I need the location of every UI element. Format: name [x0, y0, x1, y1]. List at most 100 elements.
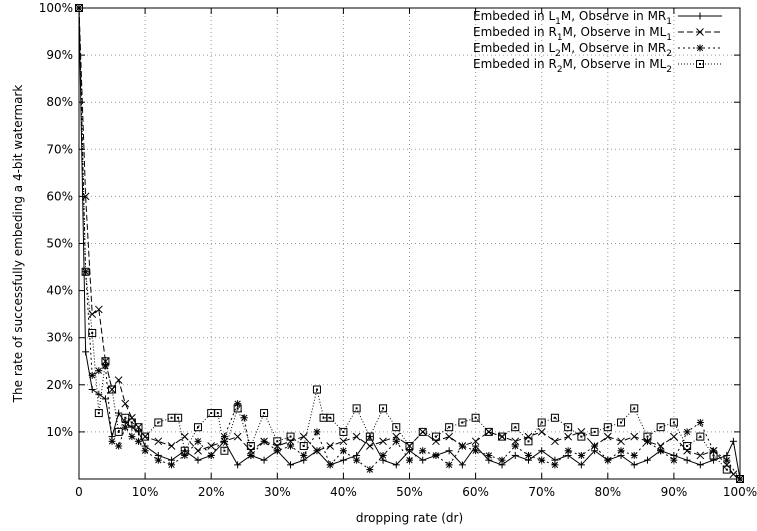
series-3 [75, 4, 744, 483]
y-tick-label: 40% [46, 284, 73, 298]
data-point [564, 432, 572, 441]
series-4 [75, 4, 744, 483]
legend-subscript: 1 [557, 33, 563, 43]
data-point [94, 305, 103, 314]
data-point [121, 423, 129, 431]
data-point [326, 413, 335, 422]
data-point [458, 442, 466, 450]
legend-text-part: M, Observe in ML [563, 25, 667, 39]
data-point [339, 437, 348, 446]
data-point [683, 428, 691, 436]
data-point [630, 451, 638, 459]
data-point [287, 461, 295, 469]
data-point [260, 456, 268, 464]
legend-subscript: 2 [557, 65, 563, 75]
data-point [194, 437, 202, 445]
data-point [134, 423, 143, 432]
data-point [458, 461, 466, 469]
data-point [233, 432, 242, 441]
data-point [511, 442, 519, 450]
data-point [246, 442, 255, 451]
legend-subscript: 1 [666, 17, 672, 27]
data-point [168, 461, 176, 469]
legend-marker [696, 28, 704, 36]
data-point [312, 385, 321, 394]
data-point [101, 362, 109, 370]
data-point [551, 437, 559, 446]
x-tick-label: 20% [198, 485, 225, 499]
data-point [134, 437, 142, 445]
data-point [352, 404, 361, 413]
data-point [339, 427, 348, 436]
data-point [564, 423, 573, 432]
data-point [471, 437, 480, 446]
data-point [484, 427, 493, 436]
data-point [220, 446, 229, 455]
data-point [379, 451, 387, 459]
data-point [81, 267, 90, 276]
data-point [604, 456, 612, 464]
data-point [710, 456, 718, 464]
data-point [498, 432, 507, 441]
data-point [431, 432, 440, 441]
data-point [154, 437, 163, 446]
data-point [617, 418, 626, 427]
data-point [115, 409, 123, 417]
data-point [154, 418, 163, 427]
x-axis-label: dropping rate (dr) [356, 511, 463, 525]
x-tick-label: 30% [264, 485, 291, 499]
data-point [511, 451, 519, 459]
tick-labels: 0 10% 20% 30% 40% 50% 60% 70% 80% 90% 100% 10% 20% 30… [39, 1, 757, 499]
y-tick-label: 20% [46, 378, 73, 392]
data-point [551, 461, 559, 469]
data-point [445, 447, 453, 455]
legend-text-part: Embeded in L [473, 9, 555, 23]
data-point [326, 461, 334, 469]
data-point [365, 442, 374, 450]
data-point [260, 409, 269, 418]
data-point [299, 442, 308, 451]
data-point [207, 451, 215, 459]
y-tick-label: 90% [46, 48, 73, 62]
data-point [353, 456, 361, 464]
data-point [286, 432, 295, 441]
data-point [115, 442, 123, 450]
data-point [379, 404, 388, 413]
data-point [82, 348, 90, 356]
data-point [88, 328, 97, 337]
x-tick-label: 90% [661, 485, 688, 499]
data-point [121, 413, 130, 422]
y-tick-label: 50% [46, 237, 73, 251]
legend-swatch [678, 12, 722, 20]
data-point [603, 423, 612, 432]
data-point [207, 442, 216, 450]
y-tick-label: 60% [46, 189, 73, 203]
data-point [603, 432, 612, 441]
data-point [418, 427, 427, 436]
x-tick-label: 80% [594, 485, 621, 499]
data-point [729, 437, 737, 445]
data-point [445, 432, 454, 441]
data-point [524, 437, 533, 446]
data-point [683, 442, 692, 451]
x-tick-label: 40% [330, 485, 357, 499]
data-point [299, 432, 308, 441]
legend-swatch [678, 60, 722, 68]
data-point [538, 447, 546, 455]
legend-text-part: Embeded in L [473, 41, 555, 55]
data-point [141, 432, 150, 441]
data-point [95, 367, 103, 375]
data-point [550, 413, 559, 422]
data-point [366, 466, 374, 474]
data-point [670, 432, 678, 441]
data-point [656, 423, 665, 432]
data-point [379, 437, 387, 446]
data-point [273, 437, 282, 446]
data-point [669, 418, 678, 427]
data-point [174, 413, 183, 422]
data-point [696, 432, 705, 441]
data-point [405, 442, 414, 451]
data-point [670, 456, 678, 464]
legend-text-part: Embeded in R [473, 57, 557, 71]
